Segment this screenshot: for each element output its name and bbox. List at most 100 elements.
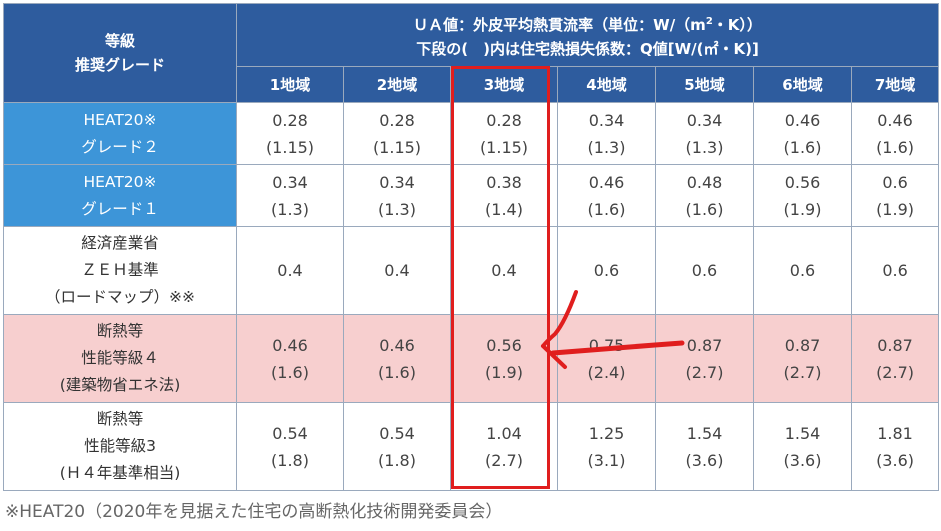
region-header-6: 6地域 <box>753 66 852 103</box>
row-label: 断熱等性能等級４ (建築物省エネ法) <box>3 314 237 403</box>
value-cell: 0.6 <box>557 226 656 315</box>
region-header-5: 5地域 <box>655 66 754 103</box>
ua-value: 0.54 <box>272 423 308 443</box>
q-value: (2.7) <box>783 362 822 382</box>
q-value: (1.6) <box>783 137 822 157</box>
table-row: 経済産業省 ＺＥＨ基準 （ロードマップ）※※ 0.4 0.4 0.4 0.6 0.6 0.6 0.… <box>3 226 940 315</box>
q-value: (2.7) <box>876 362 914 382</box>
q-value: (2.7) <box>685 362 724 382</box>
ua-value: 1.25 <box>588 423 625 443</box>
ua-value: 0.28 <box>379 110 415 130</box>
q-value: (1.15) <box>372 137 422 157</box>
ua-value: 1.54 <box>686 423 723 443</box>
value-cell: 0.46 (1.6) <box>343 314 451 403</box>
row-label-line: 性能等級４ <box>81 349 159 367</box>
value-cell: 1.54 (3.6) <box>655 402 754 491</box>
row-label-line: グレード２ <box>81 137 159 156</box>
row-label-line: グレード１ <box>81 199 159 218</box>
ua-value: 1.81 <box>877 423 913 443</box>
q-value: (1.8) <box>271 450 309 470</box>
q-value: (1.6) <box>587 199 626 219</box>
value-cell: 0.56 (1.9) <box>753 164 852 227</box>
value-cell: 0.46 (1.6) <box>236 314 344 403</box>
ua-value: 0.54 <box>379 423 415 443</box>
ua-value: 1.54 <box>784 423 821 443</box>
grade-header-line2: 推奨グレード <box>74 56 165 74</box>
ua-value: 0.34 <box>686 110 723 130</box>
ua-value: 0.46 <box>877 110 913 130</box>
region-header-1: 1地域 <box>236 66 344 103</box>
value-cell: 0.4 <box>450 226 558 315</box>
q-value: (1.6) <box>685 199 724 219</box>
ua-value: 1.04 <box>486 423 522 443</box>
q-value: (1.15) <box>479 137 529 157</box>
value-cell: 0.87 (2.7) <box>850 314 940 403</box>
value-cell: 0.28 (1.15) <box>450 102 558 165</box>
ua-value: 0.48 <box>686 172 723 192</box>
ua-header-line1-end: ・K）） <box>712 15 762 34</box>
value-cell: 0.28 (1.15) <box>343 102 451 165</box>
row-label: HEAT20※ グレード２ <box>3 102 237 165</box>
ua-value: 0.6 <box>593 261 620 280</box>
value-cell: 0.4 <box>343 226 451 315</box>
row-label-line: ＺＥＨ基準 <box>81 261 159 279</box>
ua-header-cell: ＵＡ値：外皮平均熱貫流率（単位：W/（m2・K）） 下段の( )内は住宅熱損失係… <box>235 3 940 67</box>
q-value: (1.4) <box>485 199 523 219</box>
region-header-2: 2地域 <box>343 66 451 103</box>
row-label-line: HEAT20※ <box>83 172 157 191</box>
ua-value: 0.6 <box>789 261 816 280</box>
ua-value: 0.56 <box>486 335 522 355</box>
row-label-line: （ロードマップ）※※ <box>45 288 195 306</box>
value-cell: 0.34 (1.3) <box>655 102 754 165</box>
value-cell: 0.48 (1.6) <box>655 164 754 227</box>
value-cell: 0.28 (1.15) <box>236 102 344 165</box>
value-cell: 0.54 (1.8) <box>343 402 451 491</box>
ua-header-sup: 2 <box>705 15 713 27</box>
region-header-4: 4地域 <box>557 66 656 103</box>
grade-header-cell: 等級 推奨グレード <box>3 3 237 103</box>
value-cell: 1.54 (3.6) <box>753 402 852 491</box>
row-label-line: 断熱等 <box>96 322 144 340</box>
value-cell: 0.34 (1.3) <box>236 164 344 227</box>
grade-header-line1: 等級 <box>104 32 135 50</box>
value-cell: 0.38 (1.4) <box>450 164 558 227</box>
value-cell: 0.4 <box>236 226 344 315</box>
value-cell: 1.81 (3.6) <box>850 402 940 491</box>
table-row: HEAT20※ グレード１ 0.34 (1.3) 0.34 (1.3) 0.38 (1.4) 0… <box>3 164 940 227</box>
ua-header-line1: ＵＡ値：外皮平均熱貫流率（単位：W/（m2・K）） <box>237 10 938 37</box>
insulation-standards-table: 等級 推奨グレード ＵＡ値：外皮平均熱貫流率（単位：W/（m2・K）） 下段の(… <box>3 3 940 491</box>
value-cell: 0.6 (1.9) <box>850 164 940 227</box>
value-cell: 0.54 (1.8) <box>236 402 344 491</box>
q-value: (1.9) <box>783 199 822 219</box>
ua-value: 0.28 <box>272 110 308 130</box>
ua-value: 0.46 <box>272 335 308 355</box>
q-value: (3.6) <box>876 450 914 470</box>
row-label-line: 断熱等 <box>96 410 144 428</box>
value-cell: 0.75 (2.4) <box>557 314 656 403</box>
table-row: HEAT20※ グレード２ 0.28 (1.15) 0.28 (1.15) 0.28 (1.1… <box>3 102 940 165</box>
value-cell: 0.46 (1.6) <box>753 102 852 165</box>
q-value: (1.3) <box>378 199 416 219</box>
row-label: 経済産業省 ＺＥＨ基準 （ロードマップ）※※ <box>3 226 237 315</box>
q-value: (1.6) <box>271 362 309 382</box>
value-cell: 0.46 (1.6) <box>850 102 940 165</box>
q-value: (1.9) <box>876 199 914 219</box>
q-value: (1.6) <box>876 137 914 157</box>
ua-value: 0.4 <box>491 261 517 280</box>
ua-value: 0.87 <box>784 335 821 355</box>
row-label-line: HEAT20※ <box>83 110 157 129</box>
q-value: (1.6) <box>378 362 416 382</box>
ua-value: 0.4 <box>384 261 410 280</box>
ua-header-line1-text: ＵＡ値：外皮平均熱貫流率（単位：W/（m <box>413 15 706 34</box>
ua-value: 0.6 <box>882 172 908 192</box>
ua-header-line2: 下段の( )内は住宅熱損失係数：Q値[W/(㎡・K)] <box>416 39 759 58</box>
row-label-line: (建築物省エネ法) <box>59 376 181 394</box>
q-value: (1.3) <box>587 137 626 157</box>
row-label: HEAT20※ グレード１ <box>3 164 237 227</box>
ua-value: 0.38 <box>486 172 522 192</box>
q-value: (1.3) <box>271 199 309 219</box>
ua-value: 0.46 <box>379 335 415 355</box>
q-value: (2.7) <box>485 450 523 470</box>
q-value: (2.4) <box>587 362 626 382</box>
q-value: (3.6) <box>685 450 724 470</box>
